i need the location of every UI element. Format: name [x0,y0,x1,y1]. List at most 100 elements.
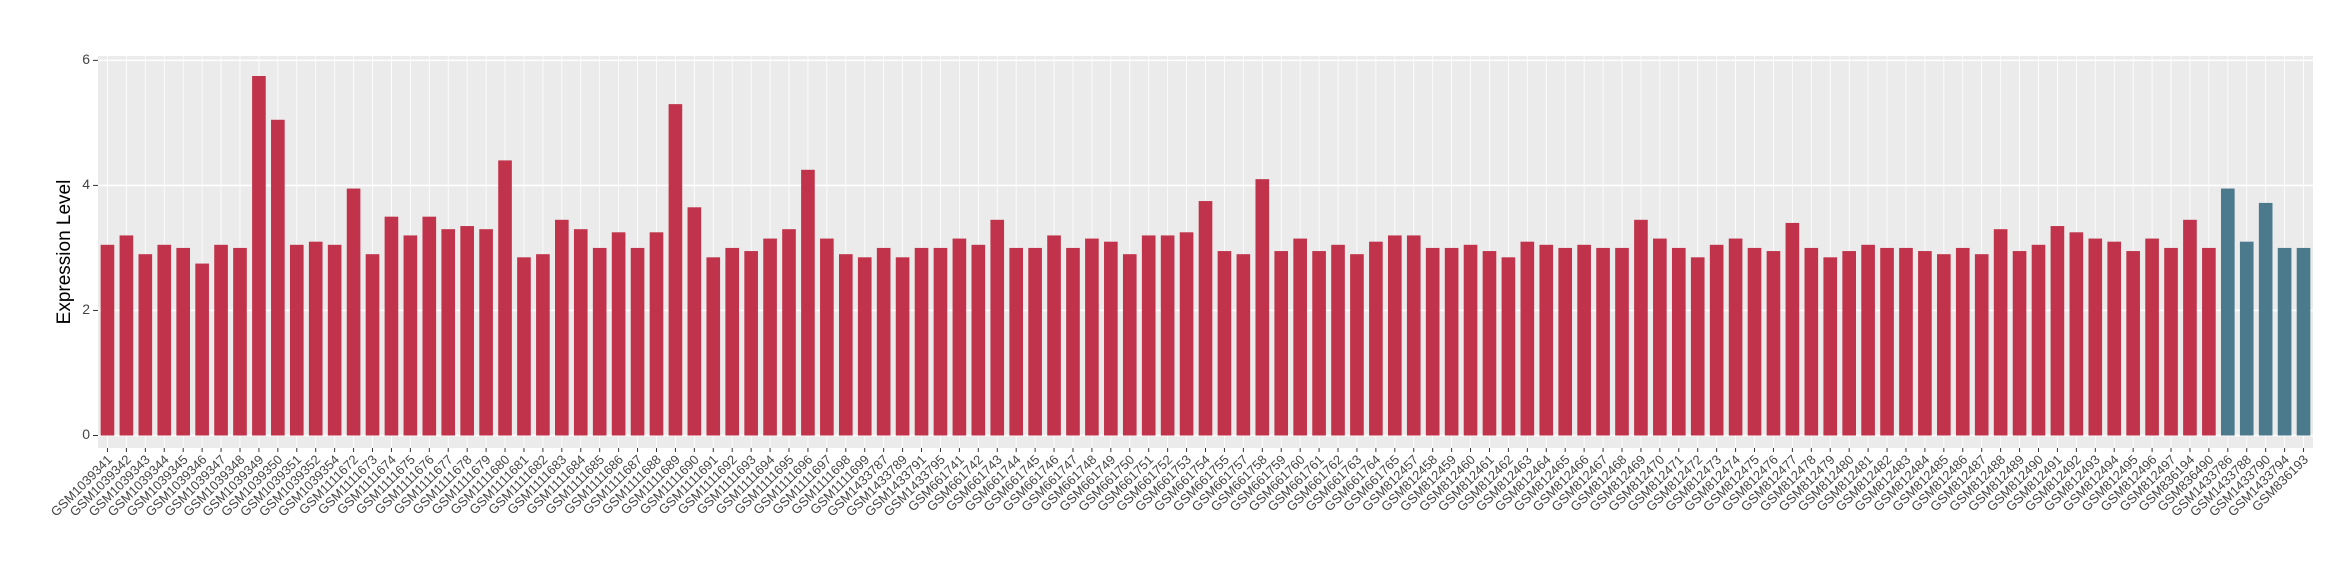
bar [838,254,853,436]
y-tick-label: 2 [82,301,90,317]
bar [1236,254,1251,436]
bar [1766,251,1781,436]
bar [573,229,588,436]
bar [346,188,361,436]
y-tick-label: 0 [82,426,90,442]
bar [1388,235,1402,436]
bar [2239,241,2254,436]
bar [611,232,626,436]
bar [649,232,664,436]
bar [1539,244,1554,436]
bar [1444,247,1459,436]
bar [1690,257,1705,436]
bar [2220,188,2235,436]
bar [1747,247,1762,436]
bar [820,238,834,436]
bar [100,244,115,436]
bar [971,244,986,436]
bar [706,257,721,436]
bar [422,216,437,436]
bar [252,76,266,436]
bar [1217,251,1232,436]
bar [876,247,891,436]
bar [1899,247,1913,436]
bar [2012,251,2027,436]
bar [2202,247,2216,436]
bar [214,244,228,436]
bar [1160,235,1175,436]
bar [2126,251,2140,436]
bar [2183,219,2197,436]
bar [1501,257,1516,436]
bar [233,247,247,436]
bar [2296,247,2311,436]
bar [857,257,872,436]
bar [990,219,1005,436]
bar [384,216,399,436]
bar [1331,244,1345,436]
bar [289,244,304,436]
bar [2069,232,2084,436]
y-axis-label: Expression Level [54,180,75,325]
bar [1823,257,1838,436]
bar [592,247,607,436]
bar [1880,247,1894,436]
bar [1369,241,1383,436]
bar [1558,247,1573,436]
bar [1274,251,1289,436]
bar [725,247,740,436]
y-tick-label: 6 [82,51,90,67]
bar [460,226,474,436]
bar [119,235,134,436]
bar [1141,235,1156,436]
bar [1653,238,1667,436]
bar [1312,251,1326,436]
bar [327,244,342,436]
bar [801,169,815,436]
bar [952,238,967,436]
bar [308,241,323,436]
bar [1482,251,1497,436]
bar [1577,244,1591,436]
bar [1122,254,1137,436]
bar [744,251,758,436]
bar [763,238,777,436]
bar [1785,222,1800,436]
bar [2164,247,2178,436]
bar [403,235,418,436]
bar [1104,241,1118,436]
bar [2107,241,2122,436]
bar [1709,244,1724,436]
bar [2258,202,2273,436]
bar [1728,238,1743,436]
bar [1047,235,1061,436]
y-tick-label: 4 [82,176,90,192]
bar [668,104,683,436]
bar [782,229,796,436]
bar [1842,251,1856,436]
bar [1198,201,1213,436]
bar [157,244,172,436]
bar [2145,238,2159,436]
bar [195,263,209,436]
bar [687,207,702,436]
bar [1463,244,1478,436]
bar [1350,254,1364,436]
bar [555,219,569,436]
bar [1425,247,1440,436]
bar [2031,244,2046,436]
bar [1615,247,1629,436]
bar [479,229,493,436]
bar [1179,232,1194,436]
bar [517,257,531,436]
bar [1804,247,1819,436]
bar [1671,247,1686,436]
bar [895,257,910,436]
bar [498,160,512,436]
bar [1634,219,1648,436]
bar [933,247,948,436]
bar [1066,247,1080,436]
bar [914,247,929,436]
bar [1974,254,1989,436]
